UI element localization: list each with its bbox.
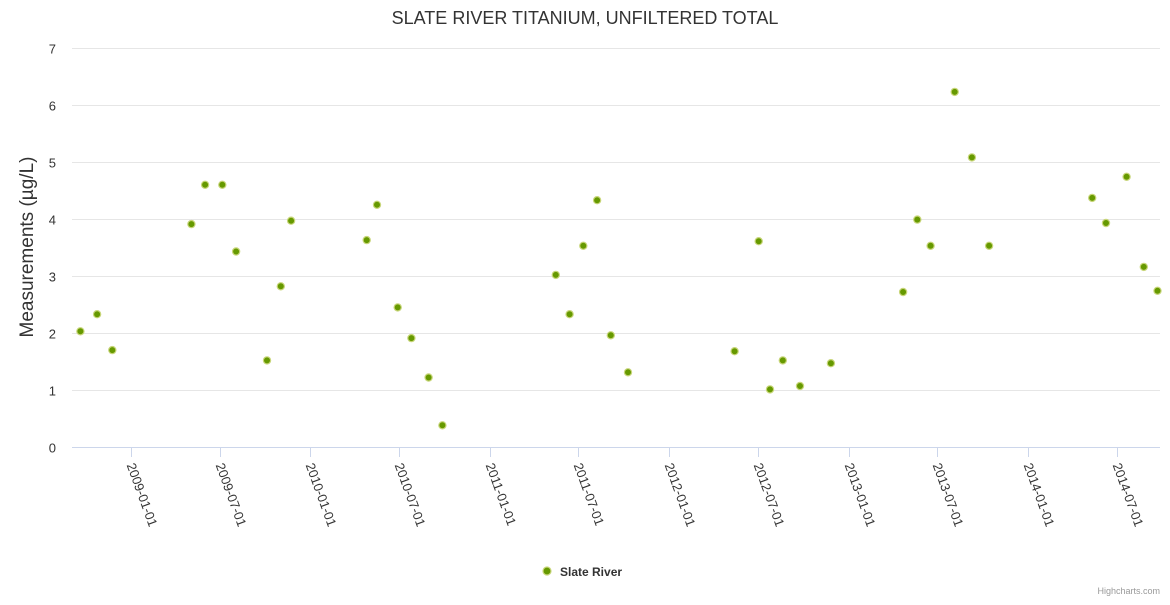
x-tick-label: 2012-01-01	[662, 461, 699, 529]
y-tick-label: 7	[49, 42, 56, 57]
y-tick-label: 1	[49, 384, 56, 399]
data-point[interactable]	[92, 310, 102, 319]
data-point[interactable]	[754, 236, 763, 246]
credits-link[interactable]: Highcharts.com	[1097, 586, 1160, 596]
data-point[interactable]	[623, 368, 633, 377]
data-point[interactable]	[778, 356, 788, 365]
data-point[interactable]	[551, 270, 561, 280]
legend[interactable]: Slate River	[542, 565, 622, 579]
x-tick-label: 2013-01-01	[842, 461, 879, 529]
data-points	[76, 87, 1162, 430]
data-point[interactable]	[606, 331, 616, 340]
data-point[interactable]	[1122, 172, 1131, 181]
y-tick-label: 0	[49, 441, 56, 456]
data-point[interactable]	[1101, 218, 1111, 228]
data-point[interactable]	[108, 345, 117, 355]
data-point[interactable]	[231, 247, 241, 256]
chart-title: SLATE RIVER TITANIUM, UNFILTERED TOTAL	[392, 8, 779, 28]
data-point[interactable]	[592, 195, 602, 205]
x-tick-label: 2013-07-01	[930, 461, 967, 529]
data-point[interactable]	[795, 381, 805, 391]
y-tick-label: 5	[49, 156, 56, 171]
x-tick-label: 2014-07-01	[1110, 461, 1147, 529]
data-point[interactable]	[187, 219, 196, 229]
data-point[interactable]	[424, 373, 433, 382]
x-tick-label: 2010-07-01	[392, 461, 429, 529]
data-point[interactable]	[826, 359, 836, 368]
data-point[interactable]	[913, 215, 922, 224]
x-tick-label: 2009-01-01	[124, 461, 161, 529]
data-point[interactable]	[286, 216, 296, 225]
data-point[interactable]	[967, 153, 977, 162]
y-axis-ticks: 0 1 2 3 4 5 6 7	[49, 42, 56, 456]
data-point[interactable]	[565, 310, 574, 319]
data-point[interactable]	[218, 180, 227, 189]
data-point[interactable]	[1087, 193, 1097, 203]
y-tick-label: 2	[49, 327, 56, 342]
data-point[interactable]	[393, 303, 402, 312]
data-point[interactable]	[950, 87, 959, 97]
data-point[interactable]	[926, 241, 935, 250]
data-point[interactable]	[438, 421, 447, 430]
data-point[interactable]	[362, 235, 371, 245]
x-tick-label: 2009-07-01	[213, 461, 250, 529]
y-tick-label: 6	[49, 99, 56, 114]
data-point[interactable]	[200, 180, 210, 189]
data-point[interactable]	[372, 200, 382, 209]
x-tick-label: 2011-01-01	[483, 461, 520, 528]
data-point[interactable]	[579, 241, 588, 250]
data-point[interactable]	[898, 287, 908, 297]
data-point[interactable]	[730, 347, 739, 356]
x-tick-label: 2010-01-01	[303, 461, 340, 529]
data-point[interactable]	[765, 385, 775, 394]
y-tick-label: 3	[49, 270, 56, 285]
x-tick-label: 2014-01-01	[1021, 461, 1058, 529]
data-point[interactable]	[276, 282, 285, 291]
data-point[interactable]	[1153, 286, 1162, 295]
y-axis-title: Measurements (µg/L)	[17, 157, 38, 338]
x-tick-label: 2011-07-01	[571, 461, 608, 528]
x-axis-ticks: 2009-01-01 2009-07-01 2010-01-01 2010-07-01…	[124, 447, 1147, 529]
legend-marker-icon	[542, 566, 552, 576]
data-point[interactable]	[984, 241, 994, 250]
data-point[interactable]	[76, 327, 85, 336]
data-point[interactable]	[262, 356, 272, 365]
data-point[interactable]	[1139, 262, 1149, 272]
x-tick-label: 2012-07-01	[751, 461, 788, 529]
y-tick-label: 4	[49, 213, 56, 228]
grid-lines	[72, 48, 1160, 391]
data-point[interactable]	[407, 333, 416, 343]
legend-label[interactable]: Slate River	[560, 565, 622, 579]
